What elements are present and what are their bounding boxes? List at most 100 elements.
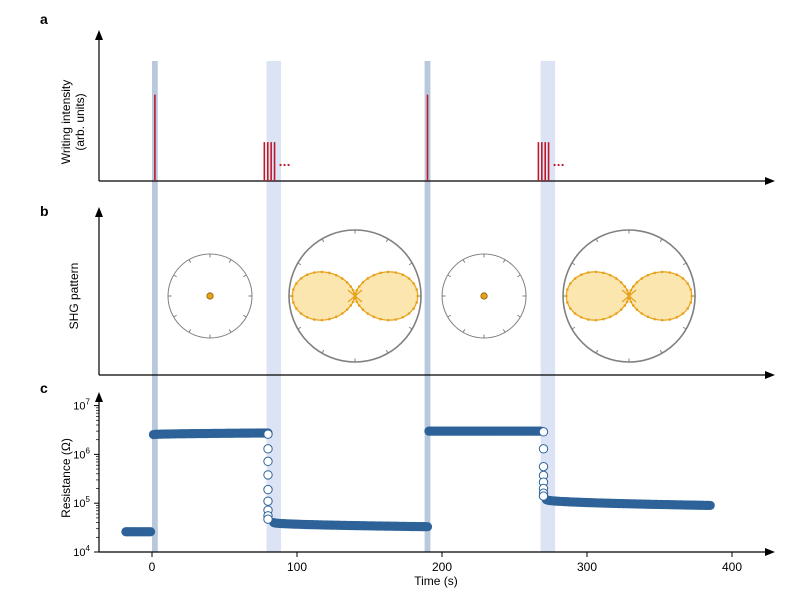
pulse-4-dot-2 xyxy=(557,163,560,167)
shg-pattern-2-point xyxy=(415,301,418,304)
shg-pattern-4-point xyxy=(569,307,572,310)
shg-pattern-4-point xyxy=(628,297,631,300)
shg-pattern-4-point xyxy=(668,271,672,274)
shg-pattern-4-point xyxy=(635,308,639,311)
panel-c-ylabel: Resistance (Ω) xyxy=(59,438,73,518)
shg-pattern-2-point xyxy=(349,285,353,288)
resistance-point-seg5 xyxy=(705,500,715,511)
resistance-point-transition1 xyxy=(263,484,273,495)
shg-pattern-2-point xyxy=(305,273,309,277)
shg-pattern-4-point xyxy=(619,308,623,311)
highlight-band-1 xyxy=(152,61,158,552)
shg-pattern-4-point xyxy=(689,301,693,304)
shg-pattern-2-point xyxy=(366,277,370,280)
shg-pattern-2-tick xyxy=(408,326,413,330)
shg-pattern-2-point xyxy=(379,271,383,275)
shg-pattern-2-point xyxy=(292,301,295,304)
shg-pattern-2-point xyxy=(334,273,338,277)
shg-pattern-4-point xyxy=(602,271,605,275)
shg-pattern-4-point xyxy=(594,270,598,274)
resistance-point-seg1 xyxy=(145,527,156,537)
shg-pattern-4-point xyxy=(629,300,633,303)
shg-pattern-2-point xyxy=(379,317,383,321)
panel-a-y-arrow xyxy=(95,30,103,40)
shg-pattern-4-tick xyxy=(595,238,599,243)
panel-a-label: a xyxy=(40,11,48,27)
shg-pattern-2-point xyxy=(349,304,353,307)
shg-pattern-2-point xyxy=(351,300,355,303)
shg-patterns xyxy=(167,229,696,363)
shg-pattern-2-point xyxy=(351,289,355,292)
shg-pattern-4-center xyxy=(621,289,637,303)
pulse-4-dot-3 xyxy=(561,163,564,167)
y-tick-label-4: 104 xyxy=(73,544,90,559)
shg-pattern-3-tick xyxy=(447,314,451,318)
shg-pattern-2-point xyxy=(295,282,298,285)
shg-pattern-2-point xyxy=(340,312,344,315)
shg-pattern-3-tick xyxy=(502,259,506,263)
shg-pattern-4-point xyxy=(660,270,664,274)
shg-pattern-2-point xyxy=(327,271,331,275)
shg-pattern-2-point xyxy=(366,312,370,315)
shg-pattern-2-tick xyxy=(385,349,389,354)
shg-pattern-4-point xyxy=(653,317,657,321)
shg-pattern-2-point xyxy=(415,288,418,291)
shg-pattern-4-point xyxy=(629,289,633,292)
x-tick-label-300: 300 xyxy=(577,560,597,574)
shg-pattern-2-point xyxy=(361,308,365,311)
resistance-point-transition1 xyxy=(263,514,273,524)
panel-b-x-arrow xyxy=(765,371,775,379)
shg-pattern-4-point xyxy=(631,304,635,307)
shg-pattern-2-point xyxy=(416,294,420,298)
shg-pattern-2-point xyxy=(401,315,405,319)
shg-pattern-2-point xyxy=(340,277,344,280)
panel-a-ylabel: Writing intensity xyxy=(59,80,73,164)
shg-pattern-2-point xyxy=(372,315,376,319)
panel-b-ylabel: SHG pattern xyxy=(67,263,81,330)
writing-pulses xyxy=(154,94,564,181)
shg-pattern-4-point xyxy=(689,288,693,291)
shg-pattern-4-point xyxy=(565,294,568,298)
shg-pattern-1-dot xyxy=(206,292,214,300)
shg-pattern-2-point xyxy=(312,271,316,274)
x-tick-label-200: 200 xyxy=(432,560,452,574)
resistance-point-transition1 xyxy=(263,496,273,506)
shg-pattern-2-point xyxy=(353,292,356,295)
shg-pattern-1-tick xyxy=(188,329,192,333)
shg-pattern-4-point xyxy=(623,304,627,307)
panel-b-y-arrow xyxy=(95,207,103,217)
shg-pattern-2-tick xyxy=(297,326,302,330)
shg-pattern-3-tick xyxy=(462,259,466,263)
panel-b: b SHG pattern xyxy=(40,203,775,379)
resistance-point-transition1 xyxy=(263,429,273,439)
shg-pattern-2-point xyxy=(407,277,411,280)
x-tick-label-0: 0 xyxy=(149,560,156,574)
panel-a-x-arrow xyxy=(765,177,775,185)
shg-pattern-4-tick xyxy=(571,262,576,266)
highlight-band-3 xyxy=(424,61,431,552)
shg-pattern-2-point xyxy=(386,270,390,274)
shg-pattern-2-point xyxy=(320,318,324,322)
shg-pattern-4-point xyxy=(608,273,612,277)
resistance-point-transition2 xyxy=(538,461,549,472)
y-tick-label-5: 105 xyxy=(73,495,90,510)
shg-pattern-4-point xyxy=(573,312,577,315)
shg-pattern-2-point xyxy=(412,307,415,310)
shg-pattern-4-point xyxy=(627,292,630,295)
resistance-point-transition1 xyxy=(263,444,273,454)
shg-pattern-2-point xyxy=(345,308,349,311)
shg-pattern-4-tick xyxy=(659,349,663,354)
resistance-point-transition1 xyxy=(263,470,273,480)
shg-pattern-4-point xyxy=(660,318,664,322)
panel-b-label: b xyxy=(40,203,49,219)
resistance-points xyxy=(121,426,715,537)
shg-pattern-4-point xyxy=(566,301,569,304)
x-tick-label-100: 100 xyxy=(287,560,307,574)
highlight-bands xyxy=(152,61,556,552)
shg-pattern-2-point xyxy=(401,273,405,277)
pulse-4-dot-1 xyxy=(553,163,556,167)
shg-pattern-2-tick xyxy=(408,262,413,266)
shg-pattern-1-tick xyxy=(228,259,232,263)
shg-pattern-4-point xyxy=(587,271,590,274)
